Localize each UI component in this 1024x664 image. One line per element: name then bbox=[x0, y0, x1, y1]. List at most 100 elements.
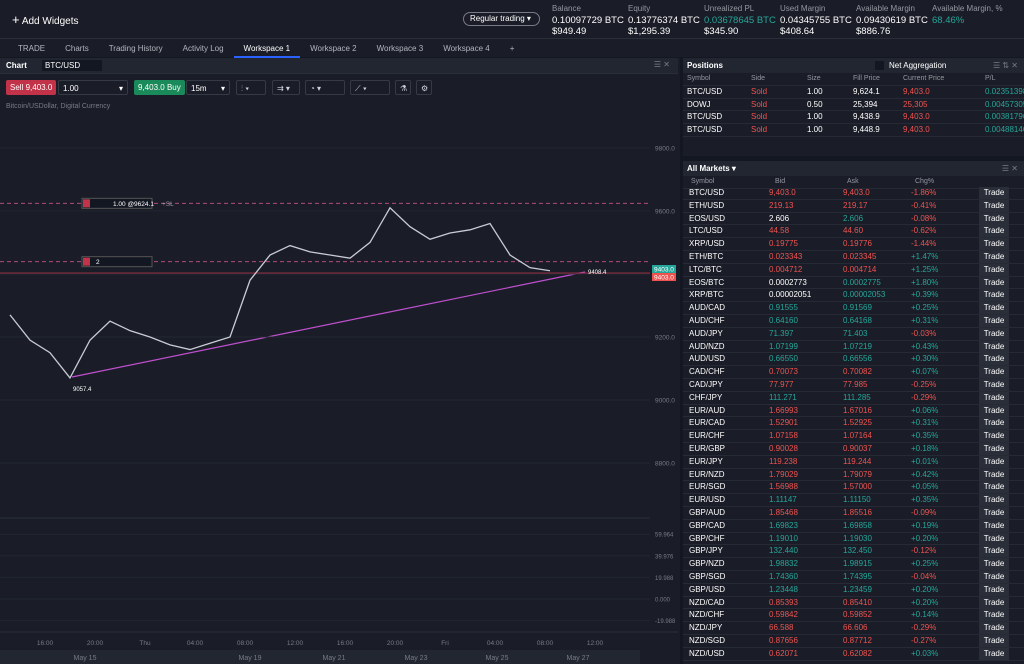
trade-button[interactable]: Trade bbox=[979, 353, 1009, 366]
trade-button[interactable]: Trade bbox=[979, 340, 1009, 353]
checkbox[interactable] bbox=[875, 61, 884, 70]
settings[interactable]: ⚙ bbox=[416, 80, 432, 95]
interval[interactable]: 15m ▾ bbox=[186, 80, 230, 95]
trade-button[interactable]: Trade bbox=[979, 302, 1009, 315]
trade-button[interactable]: Trade bbox=[979, 379, 1009, 391]
trade-button[interactable]: Trade bbox=[979, 532, 1009, 545]
column-header: Side bbox=[751, 75, 766, 82]
trade-button[interactable]: Trade bbox=[979, 366, 1009, 379]
market-symbol: GBP/CHF bbox=[689, 533, 725, 543]
trade-button[interactable]: Trade bbox=[979, 507, 1009, 519]
panel-icons[interactable]: ☰ ✕ bbox=[1001, 164, 1018, 173]
top-bar: + Add Widgets Regular trading ▾ Balance 0… bbox=[0, 0, 1024, 38]
trade-button[interactable]: Trade bbox=[979, 583, 1009, 596]
trade-button[interactable]: Trade bbox=[979, 519, 1009, 532]
market-ask: 1.57000 bbox=[843, 482, 872, 492]
trade-button[interactable]: Trade bbox=[979, 635, 1009, 647]
trade-button[interactable]: Trade bbox=[979, 468, 1009, 481]
market-change: -0.62% bbox=[911, 226, 937, 236]
position-row[interactable]: BTC/USD Sold 1.00 9,438.9 9,403.0 0.00381796 bbox=[683, 111, 1024, 125]
market-ask: 0.90037 bbox=[843, 444, 872, 453]
trade-button[interactable]: Trade bbox=[979, 276, 1009, 289]
trade-button[interactable]: Trade bbox=[979, 443, 1009, 455]
market-row: AUD/JPY 71.397 71.403 -0.03% Trade bbox=[683, 327, 1024, 341]
panel-icons[interactable]: ☰ ⇅ ✕ bbox=[992, 61, 1018, 70]
lab[interactable]: ⚗ bbox=[395, 80, 411, 95]
market-row: AUD/CAD 0.91555 0.91569 +0.25% Trade bbox=[683, 302, 1024, 315]
tab[interactable]: Workspace 2 bbox=[310, 43, 357, 53]
markets-panel: All Markets ▾ ☰ ✕ Symbol Bid Ask Chg% BTC/US… bbox=[683, 161, 1024, 664]
trade-button[interactable]: Trade bbox=[979, 263, 1009, 276]
sell-button[interactable]: Sell 9,403.0 bbox=[6, 80, 57, 95]
tab[interactable]: Workspace 4 bbox=[443, 43, 490, 53]
quantity[interactable]: 1.00 ▾ bbox=[58, 80, 128, 95]
column-header: Ask bbox=[847, 178, 859, 185]
trade-button[interactable]: Trade bbox=[979, 327, 1009, 340]
market-bid: 1.11147 bbox=[769, 495, 797, 505]
market-bid: 219.13 bbox=[769, 200, 794, 210]
drawing[interactable]: ⟋ ▾ bbox=[350, 80, 390, 95]
trade-button[interactable]: Trade bbox=[979, 238, 1009, 251]
market-ask: 0.87712 bbox=[843, 636, 872, 645]
market-bid: 1.79029 bbox=[769, 469, 798, 479]
add-tab[interactable]: + bbox=[509, 43, 515, 53]
timer[interactable]: ◔ ▾ bbox=[305, 80, 345, 95]
trade-button[interactable]: Trade bbox=[979, 647, 1009, 660]
trade-button[interactable]: Trade bbox=[979, 558, 1009, 571]
tab[interactable]: Workspace 1 bbox=[233, 39, 301, 58]
trade-button[interactable]: Trade bbox=[979, 571, 1009, 583]
trade-button[interactable]: Trade bbox=[979, 481, 1009, 494]
position-row[interactable]: BTC/USD Sold 1.00 9,448.9 9,403.0 0.00488146 bbox=[683, 124, 1024, 137]
market-symbol: NZD/SGD bbox=[689, 636, 725, 645]
stat-label: Equity bbox=[628, 4, 651, 13]
market-symbol: LTC/USD bbox=[689, 226, 723, 236]
chart-type[interactable]: ⫶ ▾ bbox=[236, 80, 266, 95]
market-ask: 0.19776 bbox=[843, 239, 872, 249]
trade-button[interactable]: Trade bbox=[979, 315, 1009, 327]
market-row: EUR/GBP 0.90028 0.90037 +0.18% Trade bbox=[683, 443, 1024, 456]
trade-button[interactable]: Trade bbox=[979, 212, 1009, 225]
trade-button[interactable]: Trade bbox=[979, 404, 1009, 417]
trade-button[interactable]: Trade bbox=[979, 417, 1009, 430]
trade-button[interactable]: Trade bbox=[979, 494, 1009, 507]
menu-icon[interactable]: ☰ ✕ bbox=[653, 60, 670, 69]
trade-button[interactable]: Trade bbox=[979, 199, 1009, 212]
trade-button[interactable]: Trade bbox=[979, 455, 1009, 468]
position-row[interactable]: BTC/USD Sold 1.00 9,624.1 9,403.0 0.02351398 bbox=[683, 86, 1024, 99]
position-row[interactable]: DOWJ Sold 0.50 25,394 25,305 0.00457305 bbox=[683, 99, 1024, 112]
stat: Equity 0.13776374 BTC $1,295.39 bbox=[628, 4, 700, 37]
trade-button[interactable]: Trade bbox=[979, 251, 1009, 263]
tab[interactable]: Workspace 3 bbox=[376, 43, 424, 53]
market-row: AUD/NZD 1.07199 1.07219 +0.43% Trade bbox=[683, 340, 1024, 354]
trade-button[interactable]: Trade bbox=[979, 430, 1009, 443]
market-row: BTC/USD 9,403.0 9,403.0 -1.86% Trade bbox=[683, 187, 1024, 200]
nav-label: May 25 bbox=[486, 655, 509, 662]
markets-columns: Symbol Bid Ask Chg% bbox=[683, 176, 1024, 189]
market-ask: 2.606 bbox=[843, 213, 864, 223]
market-symbol: EUR/GBP bbox=[689, 444, 726, 453]
indicators[interactable]: ⇉ ▾ bbox=[272, 80, 300, 95]
column-header: Symbol bbox=[691, 178, 715, 185]
market-row: AUD/USD 0.66550 0.66556 +0.30% Trade bbox=[683, 353, 1024, 367]
trade-button[interactable]: Trade bbox=[979, 596, 1009, 609]
mode-select[interactable]: Regular trading ▾ bbox=[463, 12, 540, 26]
add-widgets[interactable]: + Add Widgets bbox=[12, 12, 79, 27]
market-ask: 0.023345 bbox=[843, 252, 877, 261]
trade-button[interactable]: Trade bbox=[979, 187, 1009, 199]
market-symbol: EUR/SGD bbox=[689, 482, 726, 492]
trade-button[interactable]: Trade bbox=[979, 622, 1009, 635]
tab[interactable]: Activity Log bbox=[182, 43, 224, 53]
tab[interactable]: Charts bbox=[65, 43, 89, 53]
trade-button[interactable]: Trade bbox=[979, 391, 1009, 404]
tab[interactable]: TRADE bbox=[18, 43, 46, 53]
market-bid: 1.66993 bbox=[769, 405, 798, 415]
tab[interactable]: Trading History bbox=[108, 43, 163, 53]
trade-button[interactable]: Trade bbox=[979, 225, 1009, 238]
trade-button[interactable]: Trade bbox=[979, 545, 1009, 558]
trade-button[interactable]: Trade bbox=[979, 609, 1009, 622]
market-change: -0.12% bbox=[911, 546, 937, 556]
buy-button[interactable]: 9,403.0 Buy bbox=[134, 80, 185, 95]
trade-button[interactable]: Trade bbox=[979, 289, 1009, 302]
symbol-input[interactable]: BTC/USD bbox=[42, 60, 102, 71]
